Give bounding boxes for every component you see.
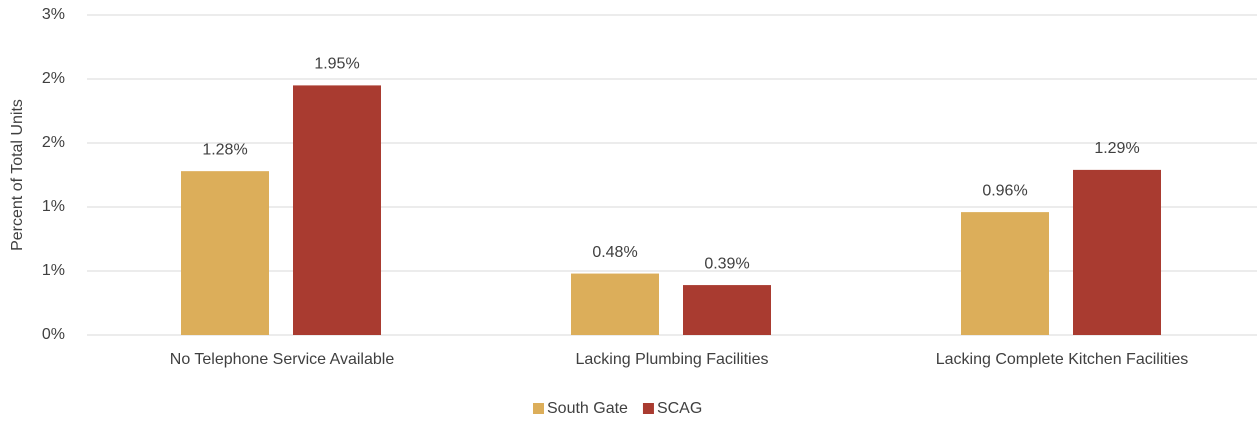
y-tick-label: 3% bbox=[42, 6, 65, 23]
data-label: 0.39% bbox=[704, 255, 749, 272]
x-tick-label: Lacking Plumbing Facilities bbox=[576, 351, 769, 368]
bar bbox=[683, 285, 771, 335]
y-tick-label: 1% bbox=[42, 262, 65, 279]
bar bbox=[293, 85, 381, 336]
legend-label: SCAG bbox=[657, 400, 702, 417]
data-label: 1.95% bbox=[314, 56, 359, 73]
bar bbox=[181, 171, 269, 335]
bar bbox=[1073, 169, 1161, 335]
y-tick-label: 0% bbox=[42, 326, 65, 343]
legend-swatch bbox=[533, 403, 544, 414]
bar bbox=[961, 212, 1049, 335]
y-tick-label: 1% bbox=[42, 198, 65, 215]
data-label: 1.28% bbox=[202, 141, 247, 158]
x-tick-label: No Telephone Service Available bbox=[170, 351, 395, 368]
y-axis-label: Percent of Total Units bbox=[9, 99, 26, 251]
y-tick-label: 2% bbox=[42, 70, 65, 87]
legend-swatch bbox=[642, 403, 654, 414]
x-tick-label: Lacking Complete Kitchen Facilities bbox=[936, 351, 1189, 368]
data-label: 0.48% bbox=[592, 244, 637, 261]
bar bbox=[571, 273, 659, 335]
data-label: 1.29% bbox=[1094, 140, 1139, 157]
data-label: 0.96% bbox=[982, 182, 1027, 199]
legend-label: South Gate bbox=[547, 400, 628, 417]
y-tick-label: 2% bbox=[42, 134, 65, 151]
